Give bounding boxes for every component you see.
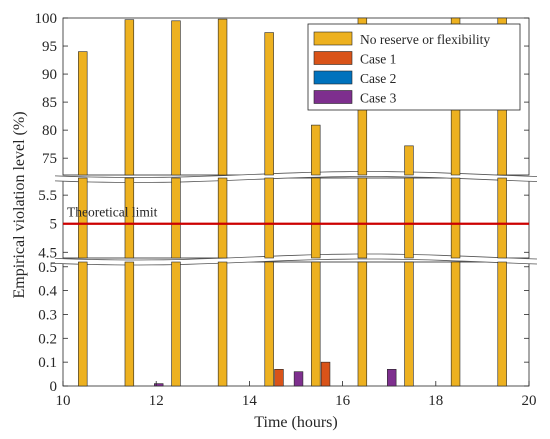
y-axis-label: Empirical violation level (%)	[11, 111, 28, 298]
y-tick-label: 80	[42, 123, 57, 139]
y-tick-label: 90	[42, 67, 57, 83]
x-tick-label: 16	[335, 393, 351, 409]
y-tick-label: 85	[42, 95, 57, 111]
y-tick-label: 5	[50, 217, 58, 233]
bar-no-reserve-or-flexibility	[217, 18, 228, 387]
y-tick-label: 95	[42, 39, 57, 55]
bar-no-reserve-or-flexibility	[171, 20, 181, 387]
y-tick-label: 0	[50, 379, 58, 395]
x-tick-label: 18	[428, 393, 443, 409]
x-tick-label: 12	[149, 393, 164, 409]
legend-swatch	[313, 90, 353, 104]
x-tick-label: 20	[522, 393, 537, 409]
y-tick-label: 0.1	[38, 355, 57, 371]
theoretical-limit-label: Theoretical limit	[67, 205, 158, 220]
x-axis-label: Time (hours)	[254, 414, 337, 431]
legend-swatch	[313, 70, 353, 85]
bar-case-1	[274, 369, 284, 387]
y-tick-label: 4.5	[38, 245, 57, 261]
y-tick-label: 75	[42, 151, 57, 167]
y-tick-label: 5.5	[38, 188, 57, 204]
legend-swatch	[313, 31, 353, 46]
legend-label: Case 1	[360, 52, 396, 67]
legend-item: Case 3	[313, 90, 397, 106]
y-tick-label: 0.4	[38, 284, 57, 300]
legend-item: Case 2	[313, 70, 396, 86]
bar-no-reserve-or-flexibility	[404, 145, 414, 387]
y-tick-label: 0.2	[38, 331, 57, 347]
bar-no-reserve-or-flexibility	[124, 19, 135, 387]
y-tick-label: 0.5	[38, 260, 57, 276]
bar-no-reserve-or-flexibility	[264, 32, 274, 387]
legend-item: No reserve or flexibility	[313, 31, 490, 47]
y-tick-label: 0.3	[38, 307, 57, 323]
bar-no-reserve-or-flexibility	[78, 51, 88, 387]
legend-swatch	[313, 51, 353, 65]
legend-item: Case 1	[313, 51, 396, 67]
bar-case-3	[154, 383, 164, 387]
legend-label: Case 2	[360, 71, 396, 86]
x-tick-label: 10	[56, 393, 71, 409]
legend-label: No reserve or flexibility	[360, 32, 490, 47]
x-tick-label: 14	[242, 393, 258, 409]
bar-no-reserve-or-flexibility	[311, 124, 321, 387]
y-tick-label: 100	[35, 11, 58, 27]
bar-case-3	[387, 369, 397, 387]
bar-case-1	[320, 361, 331, 387]
bar-case-3	[293, 371, 304, 387]
legend-label: Case 3	[360, 91, 397, 106]
